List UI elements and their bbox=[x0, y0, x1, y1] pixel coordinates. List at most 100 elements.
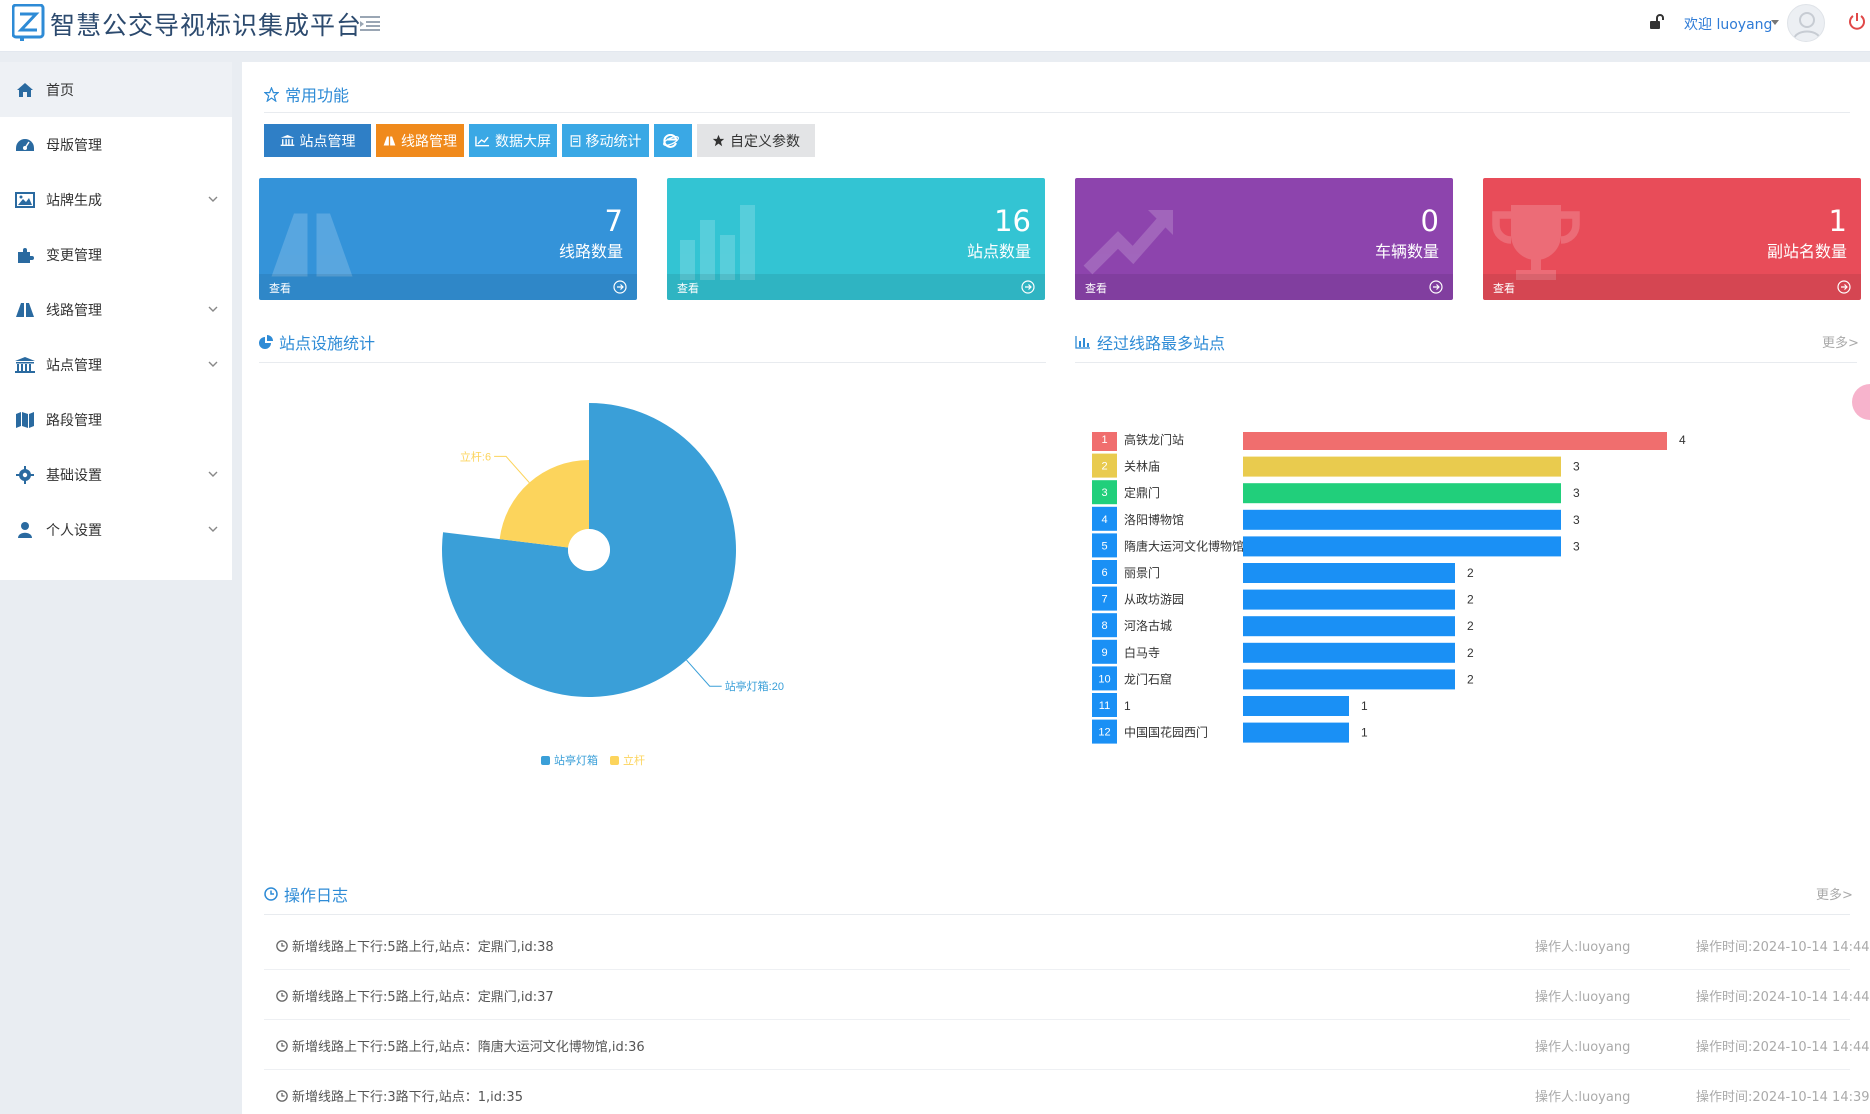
bar[interactable] bbox=[1243, 669, 1455, 690]
bar[interactable] bbox=[1243, 642, 1455, 663]
bar-value: 1 bbox=[1361, 726, 1368, 740]
bar-chart-icon bbox=[680, 205, 755, 280]
card-footer[interactable]: 查看 bbox=[1483, 274, 1861, 300]
bar[interactable] bbox=[1243, 483, 1561, 504]
bar[interactable] bbox=[1243, 722, 1349, 743]
pie-slice[interactable] bbox=[442, 403, 736, 697]
view-link[interactable]: 查看 bbox=[677, 282, 699, 295]
stat-card-stations[interactable]: 16 站点数量 查看 bbox=[667, 178, 1045, 300]
arrow-circle-right-icon[interactable] bbox=[613, 280, 627, 294]
sidebar-item-sign-generate[interactable]: 站牌生成 bbox=[0, 172, 232, 227]
sidebar-item-home[interactable]: 首页 bbox=[0, 62, 232, 117]
rank-badge bbox=[1092, 480, 1117, 505]
legend-swatch[interactable] bbox=[541, 756, 550, 765]
bar[interactable] bbox=[1243, 696, 1349, 716]
sidebar-item-segment[interactable]: 路段管理 bbox=[0, 392, 232, 447]
bar-value: 2 bbox=[1467, 646, 1474, 660]
log-time: 操作时间:2024-10-14 14:39 bbox=[1696, 1090, 1870, 1105]
log-message: 新增线路上下行:5路上行,站点：定鼎门,id:38 bbox=[292, 940, 554, 955]
stat-count: 7 bbox=[604, 204, 623, 238]
data-screen-button[interactable]: 数据大屏 bbox=[469, 124, 557, 157]
sidebar-item-label: 线路管理 bbox=[46, 302, 102, 319]
pie-slice[interactable] bbox=[499, 459, 589, 548]
station-name: 关林庙 bbox=[1124, 460, 1160, 474]
log-more-link[interactable]: 更多> bbox=[1816, 888, 1853, 903]
bar[interactable] bbox=[1243, 456, 1561, 477]
welcome-user[interactable]: 欢迎 luoyang bbox=[1684, 17, 1773, 33]
chevron-down-icon[interactable] bbox=[1771, 20, 1779, 25]
floating-action-button[interactable] bbox=[1852, 384, 1870, 420]
card-footer[interactable]: 查看 bbox=[667, 274, 1045, 300]
app-title: 智慧公交导视标识集成平台 bbox=[50, 11, 363, 40]
stat-card-sub-names[interactable]: 1 副站名数量 查看 bbox=[1483, 178, 1861, 300]
legend-swatch[interactable] bbox=[610, 756, 619, 765]
chevron-down-icon bbox=[208, 361, 218, 367]
sidebar-item-route[interactable]: 线路管理 bbox=[0, 282, 232, 337]
bar[interactable] bbox=[1243, 432, 1667, 450]
view-link[interactable]: 查看 bbox=[269, 282, 291, 295]
power-icon[interactable] bbox=[1848, 12, 1866, 30]
sidebar-item-template[interactable]: 母版管理 bbox=[0, 117, 232, 172]
custom-params-button[interactable]: 自定义参数 bbox=[697, 124, 815, 157]
view-link[interactable]: 查看 bbox=[1085, 282, 1107, 295]
browser-button[interactable] bbox=[654, 124, 692, 157]
rank-number: 2 bbox=[1101, 461, 1107, 473]
card-footer[interactable]: 查看 bbox=[1075, 274, 1453, 300]
bar[interactable] bbox=[1243, 563, 1455, 583]
sidebar-item-change[interactable]: 变更管理 bbox=[0, 227, 232, 282]
sidebar-item-personal-settings[interactable]: 个人设置 bbox=[0, 502, 232, 557]
log-row: 新增线路上下行:5路上行,站点：隋唐大运河文化博物馆,id:36 操作人:luo… bbox=[264, 1020, 1870, 1070]
stat-label: 车辆数量 bbox=[1374, 242, 1439, 261]
mobile-stats-button[interactable]: 移动统计 bbox=[562, 124, 649, 157]
rank-number: 5 bbox=[1101, 540, 1107, 552]
arrow-circle-right-icon[interactable] bbox=[1021, 280, 1035, 294]
bar-more-link[interactable]: 更多> bbox=[1822, 336, 1859, 351]
rank-badge bbox=[1092, 586, 1117, 611]
ie-browser-icon bbox=[662, 133, 679, 148]
bar-value: 2 bbox=[1467, 619, 1474, 633]
bar-value: 2 bbox=[1467, 566, 1474, 580]
stat-label: 副站名数量 bbox=[1766, 242, 1847, 261]
clock-icon bbox=[276, 989, 288, 1002]
legend-label[interactable]: 站亭灯箱 bbox=[554, 753, 598, 767]
rank-number: 8 bbox=[1101, 620, 1107, 632]
dashboard-icon bbox=[14, 136, 36, 154]
bar[interactable] bbox=[1243, 589, 1455, 610]
station-manage-button[interactable]: 站点管理 bbox=[264, 124, 371, 157]
pie-section-title: 站点设施统计 bbox=[259, 330, 375, 354]
bar[interactable] bbox=[1243, 509, 1561, 530]
arrow-circle-right-icon[interactable] bbox=[1837, 280, 1851, 294]
sidebar-item-station[interactable]: 站点管理 bbox=[0, 337, 232, 392]
road-icon bbox=[14, 301, 36, 319]
rank-badge bbox=[1092, 693, 1117, 717]
log-time: 操作时间:2024-10-14 14:44 bbox=[1696, 940, 1870, 955]
log-row: 新增线路上下行:5路上行,站点：定鼎门,id:38 操作人:luoyang 操作… bbox=[264, 920, 1870, 970]
section-title-text: 经过线路最多站点 bbox=[1097, 334, 1226, 353]
log-message: 新增线路上下行:5路上行,站点：隋唐大运河文化博物馆,id:36 bbox=[292, 1040, 645, 1055]
stat-card-routes[interactable]: 7 线路数量 查看 bbox=[259, 178, 637, 300]
divider bbox=[264, 112, 1850, 113]
bar[interactable] bbox=[1243, 616, 1455, 637]
route-manage-button[interactable]: 线路管理 bbox=[376, 124, 464, 157]
chevron-down-icon bbox=[208, 471, 218, 477]
log-text: 新增线路上下行:3路下行,站点：1,id:35 bbox=[276, 1086, 523, 1105]
lock-icon[interactable] bbox=[1648, 14, 1664, 30]
card-footer[interactable]: 查看 bbox=[259, 274, 637, 300]
bar-section-title: 经过线路最多站点 bbox=[1075, 330, 1225, 354]
button-label: 自定义参数 bbox=[730, 133, 800, 150]
section-title-text: 常用功能 bbox=[285, 86, 350, 105]
line-chart-icon bbox=[475, 135, 490, 146]
stat-card-vehicles[interactable]: 0 车辆数量 查看 bbox=[1075, 178, 1453, 300]
menu-toggle-icon[interactable] bbox=[360, 14, 380, 32]
station-name: 中国国花园西门 bbox=[1124, 725, 1208, 740]
legend-label[interactable]: 立杆 bbox=[623, 753, 645, 767]
stat-label: 站点数量 bbox=[966, 242, 1031, 261]
button-label: 移动统计 bbox=[585, 133, 642, 150]
station-name: 1 bbox=[1124, 699, 1131, 713]
log-section-title: 操作日志 bbox=[264, 882, 348, 906]
bar[interactable] bbox=[1243, 536, 1561, 557]
arrow-circle-right-icon[interactable] bbox=[1429, 280, 1443, 294]
view-link[interactable]: 查看 bbox=[1493, 282, 1515, 295]
sidebar-item-basic-settings[interactable]: 基础设置 bbox=[0, 447, 232, 502]
avatar[interactable] bbox=[1787, 4, 1825, 42]
